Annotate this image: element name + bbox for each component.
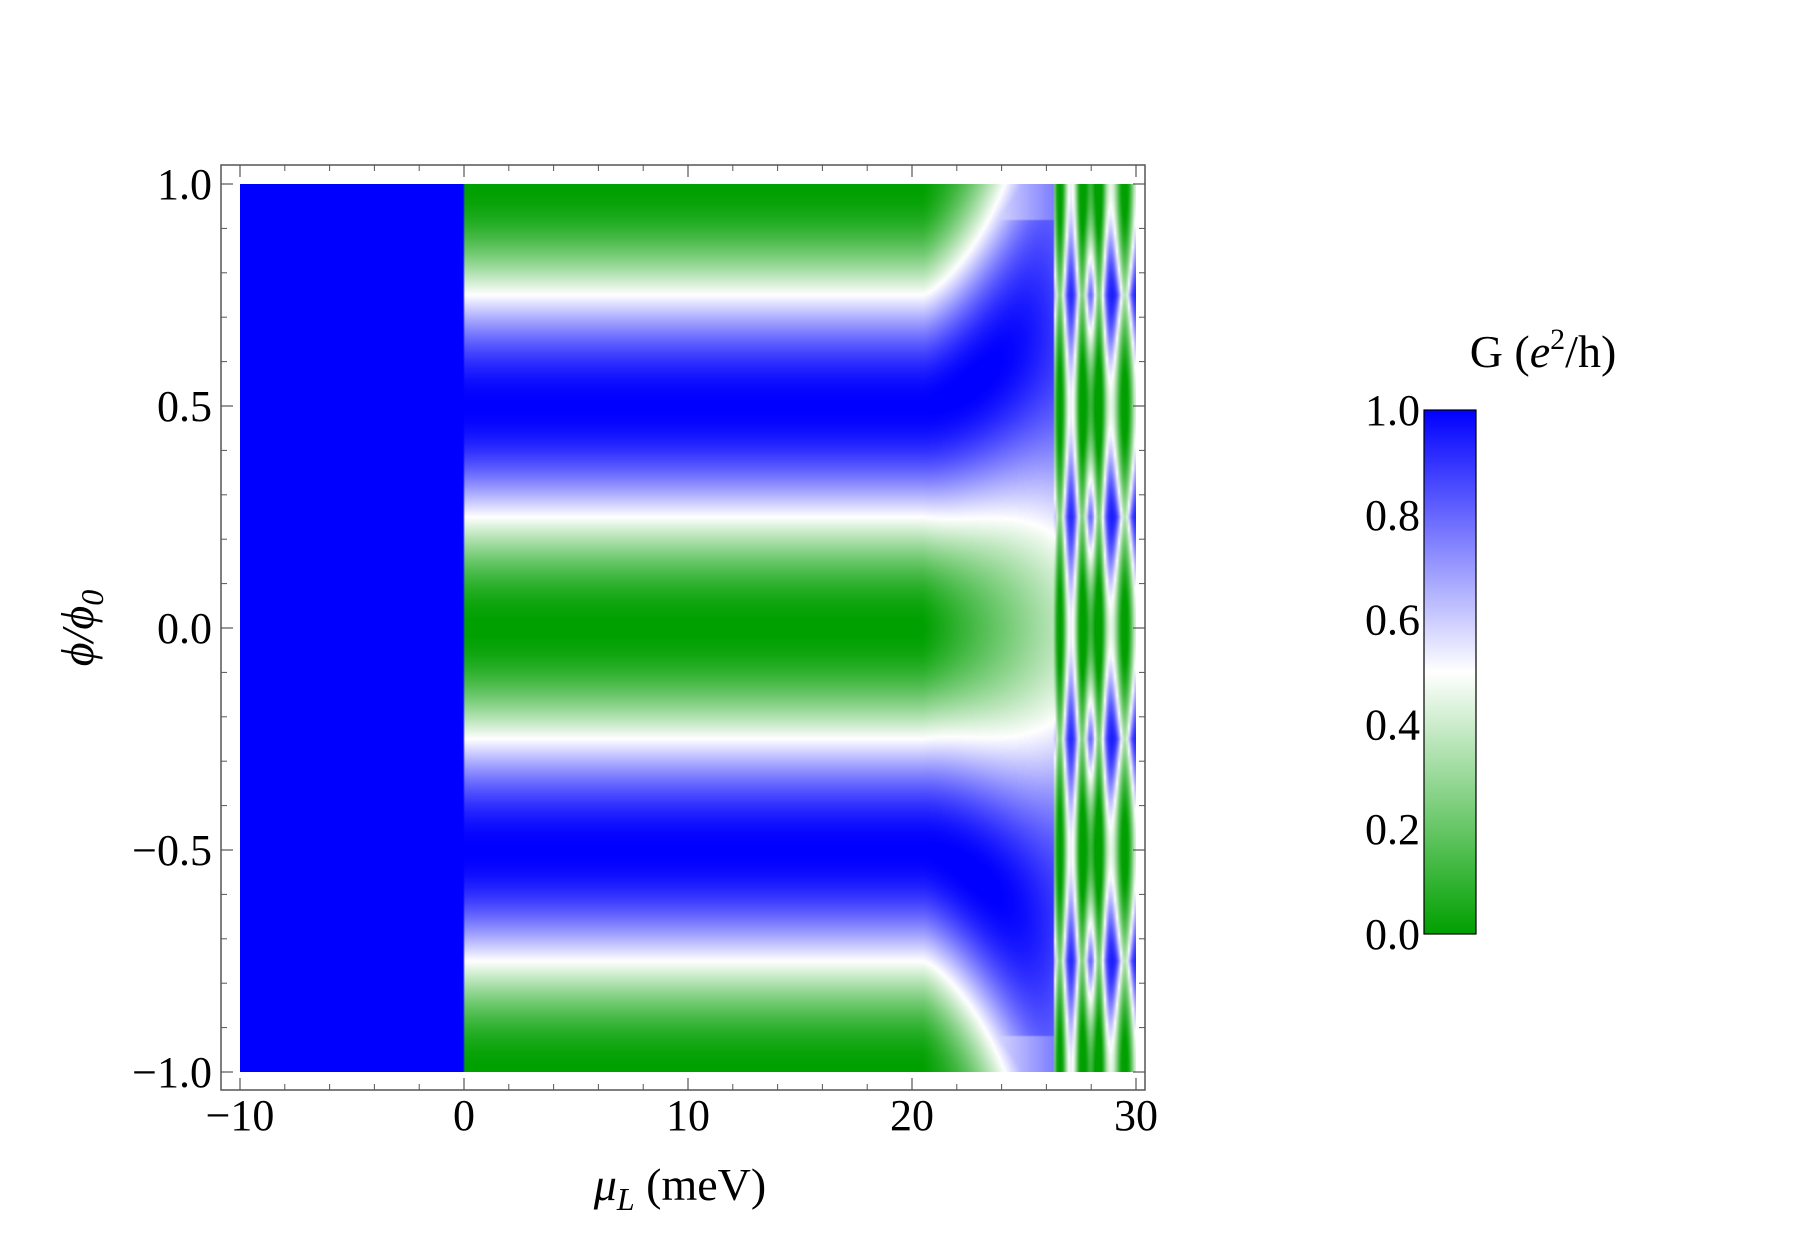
colorbar-tick-label: 1.0 bbox=[1365, 386, 1420, 435]
x-tick-label: 20 bbox=[890, 1091, 934, 1140]
y-tick-label: 0.0 bbox=[157, 604, 212, 653]
y-axis: −1.0 −0.5 0.0 0.5 1.0 bbox=[132, 160, 1145, 1097]
colorbar-tick-label: 0.4 bbox=[1365, 700, 1420, 749]
x-tick-label: 30 bbox=[1114, 1091, 1158, 1140]
heatmap bbox=[240, 184, 1136, 1072]
colorbar-tick-label: 0.6 bbox=[1365, 596, 1420, 645]
colorbar-title: G (e2/h) bbox=[1470, 323, 1617, 377]
x-tick-label: 0 bbox=[453, 1091, 475, 1140]
colorbar-tick-label: 0.2 bbox=[1365, 805, 1420, 854]
y-tick-label: 1.0 bbox=[157, 160, 212, 209]
y-tick-label: −0.5 bbox=[132, 826, 212, 875]
y-axis-title: ϕ/ϕ0 bbox=[52, 590, 110, 666]
heatmap-image bbox=[240, 184, 1136, 1072]
x-axis: −10 0 10 20 30 bbox=[206, 165, 1158, 1140]
y-tick-label: 0.5 bbox=[157, 382, 212, 431]
x-tick-label: −10 bbox=[206, 1091, 275, 1140]
colorbar-tick-label: 0.8 bbox=[1365, 491, 1420, 540]
colorbar-axis: 0.0 0.2 0.4 0.6 0.8 1.0 bbox=[1365, 386, 1420, 959]
x-axis-title: μL (meV) bbox=[593, 1159, 766, 1217]
y-tick-label: −1.0 bbox=[132, 1048, 212, 1097]
colorbar bbox=[1423, 409, 1477, 935]
x-tick-label: 10 bbox=[666, 1091, 710, 1140]
colorbar-tick-label: 0.0 bbox=[1365, 910, 1420, 959]
